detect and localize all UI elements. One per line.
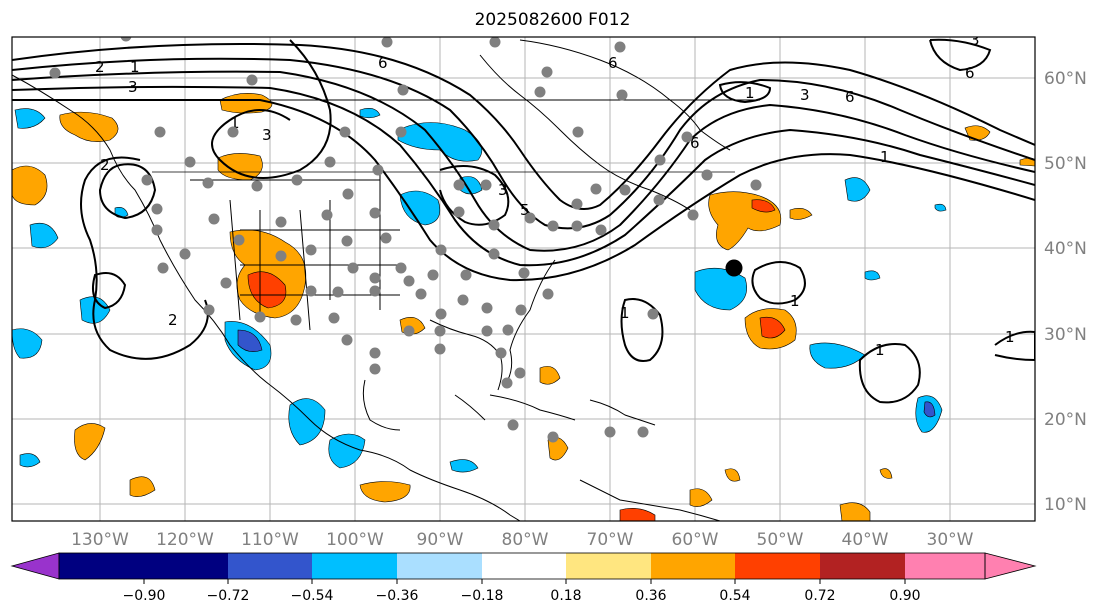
colorbar-tick: −0.72 (207, 588, 250, 604)
lon-tick: 70°W (587, 530, 634, 550)
colorbar-bin (144, 553, 228, 579)
lat-tick: 40°N (1044, 239, 1087, 259)
contour-label: 6 (965, 64, 975, 82)
colorbar-tick: 0.18 (550, 588, 581, 604)
lon-tick: 80°W (502, 530, 549, 550)
colorbar-tick: −0.36 (376, 588, 419, 604)
contour-label: 1 (1005, 328, 1015, 346)
colorbar-tick: 0.72 (804, 588, 835, 604)
colorbar-bin (651, 553, 735, 579)
colorbar-tick: −0.18 (461, 588, 504, 604)
contour-label: 3 (128, 78, 138, 96)
contour-label: 3 (970, 31, 980, 49)
lon-tick: 40°W (842, 530, 889, 550)
contour-label: 1 (620, 304, 630, 322)
lat-axis: 60°N 50°N 40°N 30°N 20°N 10°N (1044, 69, 1087, 515)
map-frame (11, 36, 1036, 522)
coastlines (12, 39, 760, 521)
contour-label: 1 (875, 341, 885, 359)
contour-label: 2 (100, 156, 110, 174)
location-marker (725, 259, 743, 277)
station-markers (49, 37, 762, 443)
colorbar-bin (566, 553, 651, 579)
contour-label: 2 (95, 58, 105, 76)
colorbar-tick: 0.90 (889, 588, 920, 604)
lon-tick: 30°W (927, 530, 974, 550)
colorbar: −0.90 −0.72 −0.54 −0.36 −0.18 0.18 0.36 … (10, 552, 1037, 604)
contour-label: 6 (378, 54, 388, 72)
contour-label-group: 2 1 3 6 3 6 1 6 3 5 3 2 2 6 3 1 1 1 1 1 … (95, 31, 1015, 359)
contour-label: 3 (800, 86, 810, 104)
contour-label: 6 (608, 54, 618, 72)
lon-tick: 50°W (757, 530, 804, 550)
lon-tick: 90°W (417, 530, 464, 550)
shaded-field (12, 93, 1035, 521)
lon-tick: 110°W (241, 530, 299, 550)
lon-tick: 60°W (672, 530, 719, 550)
lon-tick: 120°W (156, 530, 214, 550)
contour-label: 6 (845, 88, 855, 106)
colorbar-bin (228, 553, 312, 579)
lat-tick: 30°N (1044, 325, 1087, 345)
colorbar-bin (59, 553, 144, 579)
lon-tick: 100°W (326, 530, 384, 550)
lat-tick: 60°N (1044, 69, 1087, 89)
contour-label: 3 (498, 181, 508, 199)
lat-tick: 50°N (1044, 154, 1087, 174)
contour-lines (12, 38, 1035, 404)
colorbar-bin (820, 553, 905, 579)
colorbar-bin (397, 553, 482, 579)
contour-label: 1 (880, 148, 890, 166)
colorbar-bin (312, 553, 397, 579)
contour-label: 1 (130, 58, 140, 76)
lon-axis: 130°W 120°W 110°W 100°W 90°W 80°W 70°W 6… (71, 530, 974, 550)
colorbar-tick: −0.54 (291, 588, 334, 604)
contour-label: 1 (745, 84, 755, 102)
map-title: 2025082600 F012 (474, 10, 631, 30)
colorbar-bin (735, 553, 820, 579)
contour-label: 1 (230, 114, 240, 132)
lat-tick: 20°N (1044, 410, 1087, 430)
lat-tick: 10°N (1044, 495, 1087, 515)
contour-label: 6 (690, 134, 700, 152)
colorbar-tick: 0.36 (635, 588, 666, 604)
contour-label: 3 (262, 126, 272, 144)
colorbar-tick: −0.90 (123, 588, 166, 604)
contour-label: 2 (168, 311, 178, 329)
colorbar-tick: 0.54 (719, 588, 750, 604)
colorbar-extend-high (905, 553, 1035, 579)
contour-label: 5 (520, 201, 530, 219)
contour-label: 1 (790, 292, 800, 310)
colorbar-bin (482, 553, 566, 579)
colorbar-extend-low (10, 552, 60, 580)
lon-tick: 130°W (71, 530, 129, 550)
